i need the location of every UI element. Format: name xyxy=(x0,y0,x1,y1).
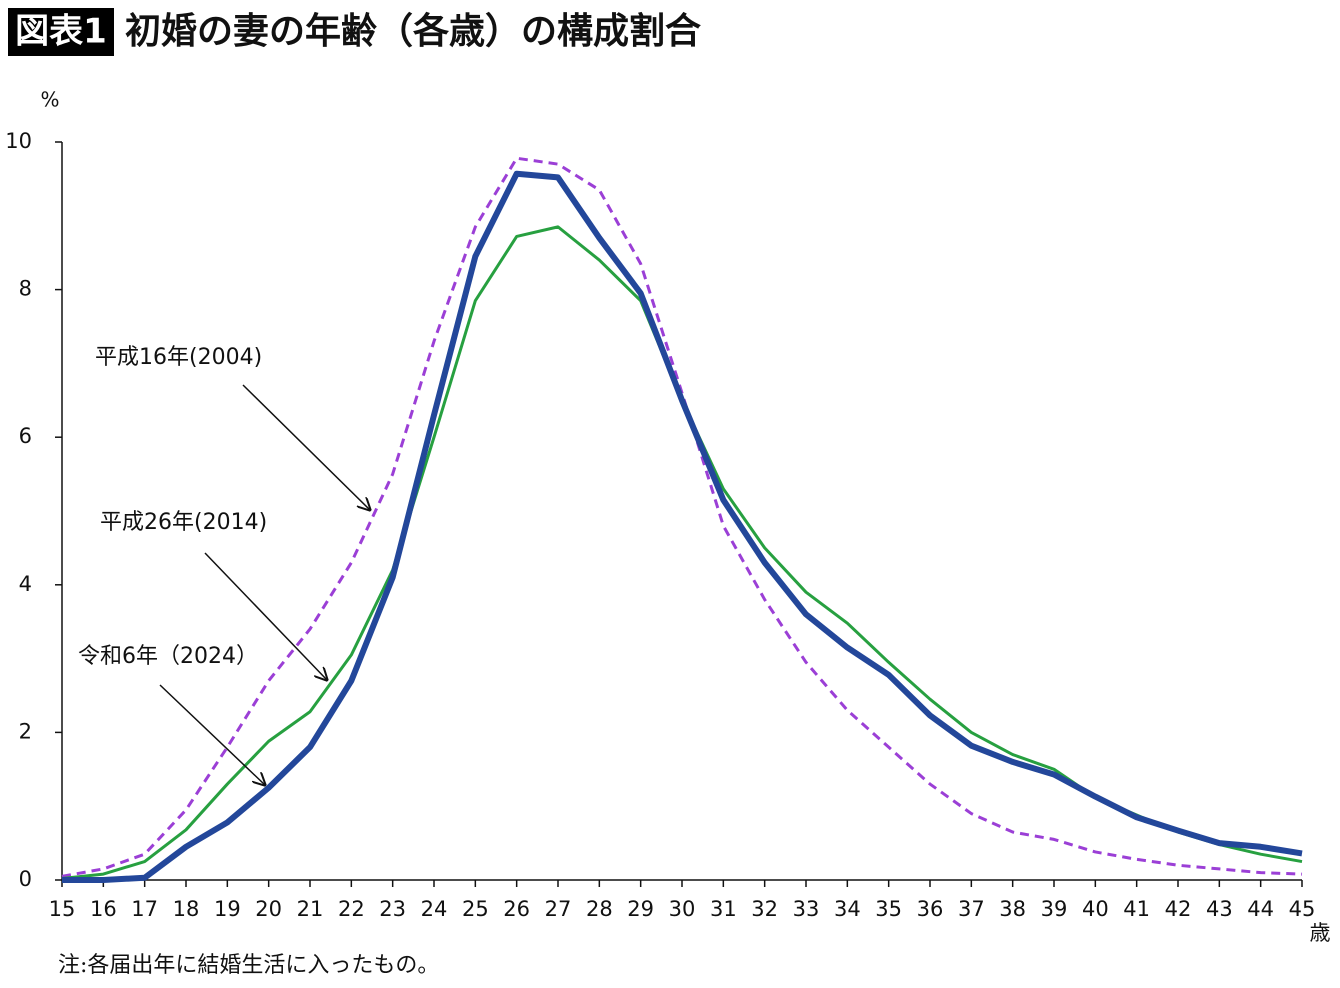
y-tick-label: 10 xyxy=(5,129,32,153)
x-unit: 歳 xyxy=(1310,921,1331,945)
series-label: 平成26年(2014) xyxy=(100,510,267,535)
y-tick-label: 6 xyxy=(19,424,32,448)
x-tick-label: 42 xyxy=(1165,897,1192,921)
x-tick-label: 32 xyxy=(751,897,778,921)
series-line xyxy=(61,225,1303,881)
label-arrow xyxy=(159,684,265,785)
title-tag-box xyxy=(8,8,114,56)
title-tag: 図表1 xyxy=(15,12,107,52)
y-unit: % xyxy=(40,88,59,112)
label-arrow xyxy=(204,552,327,680)
x-tick-label: 19 xyxy=(214,897,241,921)
x-tick-label: 23 xyxy=(379,897,406,921)
x-tick-label: 16 xyxy=(90,897,117,921)
x-tick-label: 30 xyxy=(669,897,696,921)
x-tick-label: 35 xyxy=(875,897,902,921)
x-tick-label: 29 xyxy=(627,897,654,921)
x-tick-label: 38 xyxy=(999,897,1026,921)
y-tick-label: 2 xyxy=(19,719,32,743)
x-tick-label: 17 xyxy=(131,897,158,921)
label-arrow xyxy=(242,384,370,510)
y-tick-label: 8 xyxy=(19,277,32,301)
y-tick-label: 0 xyxy=(19,867,32,891)
x-tick-label: 39 xyxy=(1041,897,1068,921)
x-tick-label: 43 xyxy=(1206,897,1233,921)
x-tick-label: 28 xyxy=(586,897,613,921)
x-tick-label: 24 xyxy=(421,897,448,921)
x-tick-label: 45 xyxy=(1289,897,1316,921)
x-tick-label: 36 xyxy=(917,897,944,921)
x-tick-label: 40 xyxy=(1082,897,1109,921)
x-tick-label: 15 xyxy=(49,897,76,921)
x-tick-label: 22 xyxy=(338,897,365,921)
x-tick-label: 44 xyxy=(1247,897,1274,921)
note: 注:各届出年に結婚生活に入ったもの。 xyxy=(58,953,439,978)
x-tick-label: 26 xyxy=(503,897,530,921)
series-line xyxy=(62,170,1303,883)
x-tick-label: 37 xyxy=(958,897,985,921)
x-tick-label: 18 xyxy=(173,897,200,921)
x-tick-label: 20 xyxy=(255,897,282,921)
y-tick-label: 4 xyxy=(19,572,32,596)
series-label: 平成16年(2004) xyxy=(95,345,262,370)
x-tick-label: 34 xyxy=(834,897,861,921)
x-tick-label: 27 xyxy=(545,897,572,921)
x-tick-label: 31 xyxy=(710,897,737,921)
series-label: 令和6年（2024） xyxy=(78,644,258,669)
x-tick-label: 21 xyxy=(297,897,324,921)
chart-title: 初婚の妻の年齢（各歳）の構成割合 xyxy=(125,11,701,52)
x-tick-label: 25 xyxy=(462,897,489,921)
x-tick-label: 33 xyxy=(793,897,820,921)
x-tick-label: 41 xyxy=(1123,897,1150,921)
